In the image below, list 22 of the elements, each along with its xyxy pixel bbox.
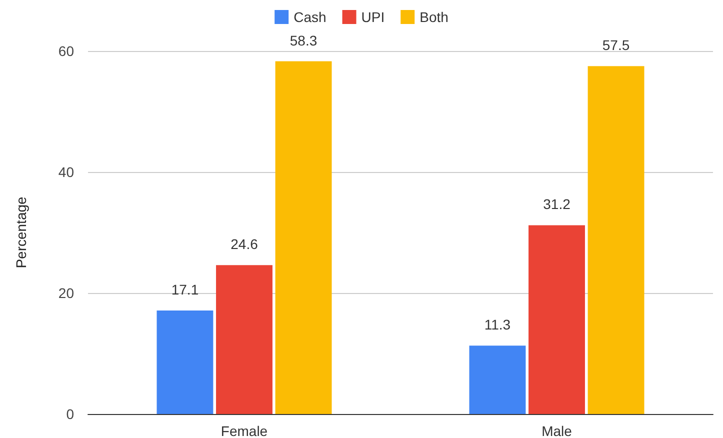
x-tick-label: Female: [220, 423, 268, 438]
x-tick-label: Male: [542, 423, 572, 438]
data-label: 57.5: [602, 37, 630, 54]
data-label: 17.1: [171, 282, 199, 298]
bar: [275, 61, 332, 414]
bar: [528, 225, 585, 414]
legend-label: Cash: [294, 9, 326, 25]
data-label: 24.6: [230, 236, 258, 252]
bar: [469, 346, 526, 414]
bar: [156, 310, 214, 414]
data-label: 31.2: [543, 196, 571, 212]
data-label: 58.3: [290, 32, 318, 48]
y-tick-label: 40: [58, 164, 74, 180]
bar: [588, 66, 644, 414]
y-tick-label: 60: [58, 43, 74, 59]
legend-label: Both: [420, 9, 448, 25]
y-tick-label: 20: [58, 285, 74, 301]
data-label: 11.3: [484, 316, 511, 333]
y-axis-title: Percentage: [13, 196, 29, 268]
bar: [216, 265, 272, 414]
y-tick-label: 0: [66, 406, 74, 422]
legend-label: UPI: [361, 9, 385, 25]
